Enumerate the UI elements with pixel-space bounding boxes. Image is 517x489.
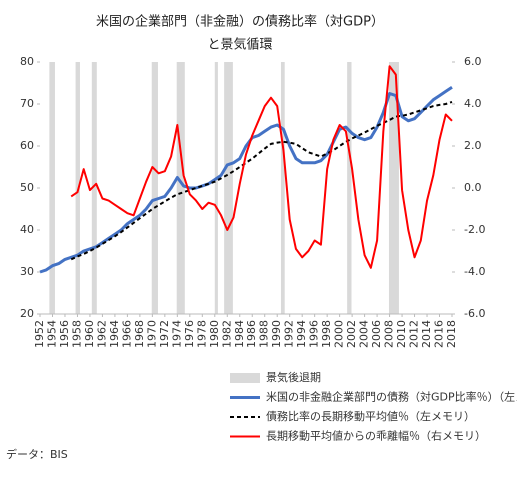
x-tick-label: 2018: [445, 320, 458, 348]
x-tick-label: 2002: [345, 320, 358, 348]
x-tick-label: 1958: [70, 320, 83, 348]
x-tick-label: 1952: [33, 320, 46, 348]
series-line: [39, 85, 453, 274]
x-tick-label: 1982: [220, 320, 233, 348]
x-tick-label: 1966: [120, 320, 133, 348]
x-tick-label: 1990: [270, 320, 283, 348]
y2-tick-label: 2.0: [464, 139, 482, 152]
y-tick-label: 20: [20, 307, 34, 320]
legend-label: 米国の非金融企業部門の債務（対GDP比率％）（左メモリ）: [266, 390, 517, 404]
x-tick-label: 1986: [245, 320, 258, 348]
x-tick-label: 1970: [145, 320, 158, 348]
recession-band: [224, 62, 233, 314]
recession-band: [214, 62, 218, 314]
x-tick-label: 1954: [45, 320, 58, 348]
y-tick-label: 60: [20, 139, 34, 152]
x-tick-label: 1978: [195, 320, 208, 348]
legend-swatch: [230, 373, 260, 383]
x-tick-label: 1960: [83, 320, 96, 348]
x-tick-label: 2016: [433, 320, 446, 348]
recession-band: [176, 62, 185, 314]
legend-label: 景気後退期: [266, 370, 321, 384]
y2-tick-label: -2.0: [464, 223, 485, 236]
x-tick-label: 1962: [95, 320, 108, 348]
y2-tick-label: 0.0: [464, 181, 482, 194]
y-tick-label: 50: [20, 181, 34, 194]
x-tick-label: 1998: [320, 320, 333, 348]
x-tick-label: 1968: [133, 320, 146, 348]
series-line: [70, 65, 453, 269]
recession-band: [280, 62, 285, 314]
x-tick-label: 2012: [408, 320, 421, 348]
source: データ：BIS: [6, 447, 68, 461]
x-tick-label: 1964: [108, 320, 121, 348]
y-tick-label: 40: [20, 223, 34, 236]
x-tick-label: 1972: [158, 320, 171, 348]
x-tick-label: 1992: [283, 320, 296, 348]
y-tick-label: 30: [20, 265, 34, 278]
recession-band: [49, 62, 55, 314]
y2-tick-label: -6.0: [464, 307, 485, 320]
x-tick-label: 2000: [333, 320, 346, 348]
x-tick-label: 1988: [258, 320, 271, 348]
recession-band: [151, 62, 158, 314]
legend-label: 債務比率の長期移動平均値％（左メモリ）: [266, 409, 475, 423]
x-tick-label: 1994: [295, 320, 308, 348]
y-tick-label: 80: [20, 55, 34, 68]
x-tick-label: 2004: [358, 320, 371, 348]
x-tick-label: 1956: [58, 320, 71, 348]
series-line: [70, 100, 453, 261]
chart-title: と景気循環: [207, 37, 272, 53]
y2-tick-label: -4.0: [464, 265, 485, 278]
x-tick-label: 1976: [183, 320, 196, 348]
recession-band: [91, 62, 97, 314]
x-tick-label: 2006: [370, 320, 383, 348]
x-tick-label: 1996: [308, 320, 321, 348]
x-tick-label: 2010: [395, 320, 408, 348]
recession-band: [388, 62, 399, 314]
y2-tick-label: 4.0: [464, 97, 482, 110]
x-tick-label: 1984: [233, 320, 246, 348]
y-tick-label: 70: [20, 97, 34, 110]
recession-band: [347, 62, 352, 314]
y2-tick-label: 6.0: [464, 55, 482, 68]
chart-title: 米国の企業部門（非金融）の債務比率（対GDP）: [96, 14, 384, 30]
x-tick-label: 1974: [170, 320, 183, 348]
x-tick-label: 1980: [208, 320, 221, 348]
legend-label: 長期移動平均値からの乖離幅％（右メモリ）: [266, 429, 486, 443]
x-tick-label: 2008: [383, 320, 396, 348]
x-tick-label: 2014: [420, 320, 433, 348]
